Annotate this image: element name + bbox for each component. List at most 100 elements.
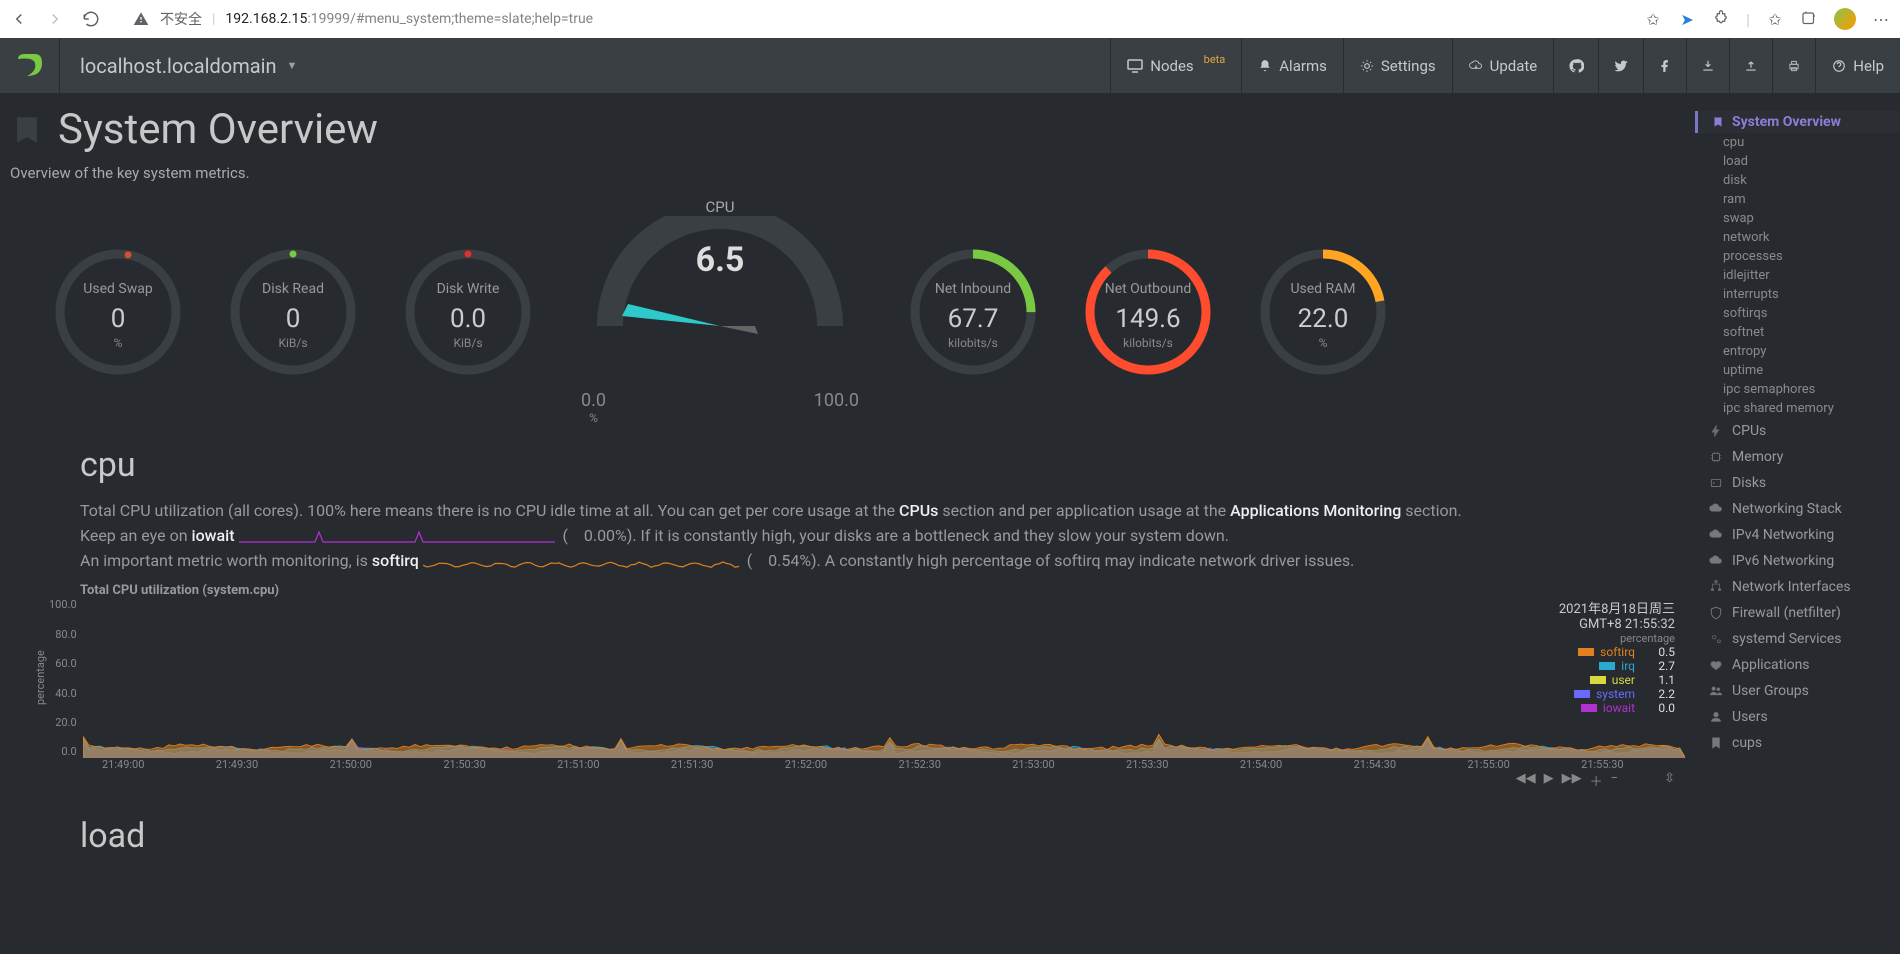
rightnav-sub-uptime[interactable]: uptime [1695,361,1900,380]
rightnav-ipv6-networking[interactable]: IPv6 Networking [1695,548,1900,574]
svg-text:0.0: 0.0 [449,304,485,334]
nav-nodes[interactable]: Nodesbeta [1110,38,1241,93]
svg-text:6.5: 6.5 [696,240,745,280]
rightnav-cpus[interactable]: CPUs [1695,418,1900,444]
caret-down-icon: ▼ [287,59,298,72]
svg-text:Disk Write: Disk Write [436,281,499,297]
svg-text:Net Inbound: Net Inbound [934,281,1010,297]
gauge-swap[interactable]: Used Swap 0 % [50,247,185,377]
more-icon[interactable]: ⋯ [1872,10,1890,28]
rightnav-system-overview[interactable]: System Overview [1695,111,1900,133]
rightnav-sub-ram[interactable]: ram [1695,190,1900,209]
nav-upload[interactable] [1729,38,1772,93]
chart-rewind-icon[interactable]: ◀◀ [1516,771,1536,790]
rightnav-applications[interactable]: Applications [1695,652,1900,678]
chart-zoom-out-icon[interactable]: − [1611,771,1618,790]
page-subtitle: Overview of the key system metrics. [10,164,1695,182]
help-icon [1832,59,1846,73]
rightnav-user-groups[interactable]: User Groups [1695,678,1900,704]
gauge-ram[interactable]: Used RAM 22.0 % [1255,247,1390,377]
svg-text:kilobits/s: kilobits/s [1123,336,1173,350]
brand-logo[interactable] [0,38,60,93]
nav-print[interactable] [1772,38,1815,93]
bookmark-icon [1712,116,1724,128]
address-bar[interactable]: 不安全 | 192.168.2.15:19999/#menu_system;th… [112,9,1632,29]
gauge-net-out[interactable]: Net Outbound 149.6 kilobits/s [1080,247,1215,377]
rightnav-memory[interactable]: Memory [1695,444,1900,470]
favorites-icon[interactable]: ✩ [1766,10,1784,28]
svg-text:0: 0 [110,304,125,334]
nav-github[interactable] [1553,38,1598,93]
forward-icon[interactable] [46,10,64,28]
chart-zoom-in-icon[interactable]: ＋ [1590,771,1603,790]
svg-text:KiB/s: KiB/s [453,336,482,350]
cpu-chart[interactable]: percentage 100.080.060.040.020.00.0 2021… [10,598,1695,758]
print-icon [1787,59,1801,73]
gauge-disk-write[interactable]: Disk Write 0.0 KiB/s [400,247,535,377]
rightnav-ipv4-networking[interactable]: IPv4 Networking [1695,522,1900,548]
rightnav-sub-load[interactable]: load [1695,152,1900,171]
download-icon [1701,59,1715,73]
ext-flow-icon[interactable]: ➤ [1678,10,1696,28]
insecure-label: 不安全 [160,9,202,29]
chart-plot: 2021年8月18日周三GMT+8 21:55:32percentagesoft… [83,598,1685,758]
svg-text:Net Outbound: Net Outbound [1104,281,1191,297]
rightnav-sub-softirqs[interactable]: softirqs [1695,304,1900,323]
chart-resize-icon[interactable]: ⇳ [1664,771,1675,790]
nav-facebook[interactable] [1643,38,1686,93]
back-icon[interactable] [10,10,28,28]
cloud-icon [1709,554,1723,568]
chart-yaxis: 100.080.060.040.020.00.0 [49,598,83,758]
rightnav-systemd-services[interactable]: systemd Services [1695,626,1900,652]
cloud-icon [1709,528,1723,542]
gauge-disk-read[interactable]: Disk Read 0 KiB/s [225,247,360,377]
rightnav-users[interactable]: Users [1695,704,1900,730]
nav-settings[interactable]: Settings [1343,38,1452,93]
rightnav-disks[interactable]: Disks [1695,470,1900,496]
star-icon[interactable]: ✩ [1644,10,1662,28]
section-load-heading: load [10,790,1695,856]
rightnav-sub-processes[interactable]: processes [1695,247,1900,266]
rightnav-sub-cpu[interactable]: cpu [1695,133,1900,152]
rightnav-sub-disk[interactable]: disk [1695,171,1900,190]
rightnav-firewall-netfilter-[interactable]: Firewall (netfilter) [1695,600,1900,626]
nav-download[interactable] [1686,38,1729,93]
rightnav-sub-idlejitter[interactable]: idlejitter [1695,266,1900,285]
svg-text:67.7: 67.7 [947,304,998,334]
top-nav: localhost.localdomain ▼ Nodesbeta Alarms… [0,38,1900,93]
ext-puzzle-icon[interactable] [1712,10,1730,28]
beta-badge: beta [1204,53,1226,66]
rightnav-sub-ipc-semaphores[interactable]: ipc semaphores [1695,380,1900,399]
nav-update[interactable]: Update [1452,38,1554,93]
rightnav-sub-softnet[interactable]: softnet [1695,323,1900,342]
browser-chrome: 不安全 | 192.168.2.15:19999/#menu_system;th… [0,0,1900,38]
rightnav-sub-ipc-shared-memory[interactable]: ipc shared memory [1695,399,1900,418]
rightnav-sub-network[interactable]: network [1695,228,1900,247]
reload-icon[interactable] [82,10,100,28]
bolt-icon [1709,424,1723,438]
chip-icon [1709,450,1723,464]
chart-xaxis: 21:49:0021:49:3021:50:0021:50:3021:51:00… [10,758,1695,771]
host-selector[interactable]: localhost.localdomain ▼ [60,38,317,93]
svg-text:%: % [113,336,122,350]
rightnav-sub-swap[interactable]: swap [1695,209,1900,228]
gauge-net-in[interactable]: Net Inbound 67.7 kilobits/s [905,247,1040,377]
chart-legend: 2021年8月18日周三GMT+8 21:55:32percentagesoft… [1559,598,1675,715]
gauge-cpu[interactable]: CPU 6.5 0.0%100.0 [575,198,865,425]
nav-help[interactable]: Help [1815,38,1900,93]
nav-alarms[interactable]: Alarms [1241,38,1343,93]
chart-play-icon[interactable]: ▶ [1544,771,1554,790]
rightnav-sub-entropy[interactable]: entropy [1695,342,1900,361]
rightnav-sub-interrupts[interactable]: interrupts [1695,285,1900,304]
hdd-icon [1709,476,1723,490]
nav-twitter[interactable] [1598,38,1643,93]
tv-icon [1127,59,1143,73]
collections-icon[interactable] [1800,10,1818,28]
chart-ffwd-icon[interactable]: ▶▶ [1562,771,1582,790]
rightnav-network-interfaces[interactable]: Network Interfaces [1695,574,1900,600]
svg-text:%: % [1318,336,1327,350]
shield-icon [1709,606,1723,620]
rightnav-networking-stack[interactable]: Networking Stack [1695,496,1900,522]
rightnav-cups[interactable]: cups [1695,730,1900,756]
profile-avatar[interactable] [1834,8,1856,30]
